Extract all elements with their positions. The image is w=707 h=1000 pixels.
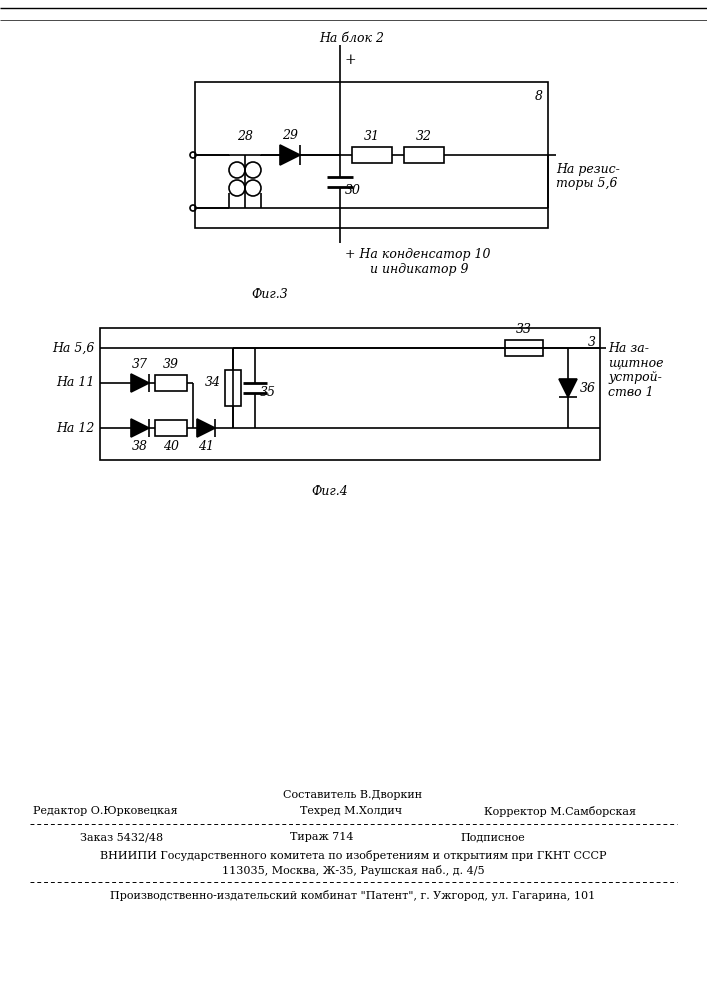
- Text: Фиг.4: Фиг.4: [312, 485, 349, 498]
- Text: 3: 3: [588, 336, 596, 349]
- Text: 30: 30: [345, 184, 361, 198]
- Text: На 12: На 12: [57, 422, 95, 434]
- Bar: [404, 147, 444, 163]
- Bar: [155, 420, 187, 436]
- Text: 39: 39: [163, 358, 179, 371]
- Text: 33: 33: [516, 323, 532, 336]
- Polygon shape: [197, 419, 215, 437]
- Text: На резис-
торы 5,6: На резис- торы 5,6: [556, 162, 620, 190]
- Text: 38: 38: [132, 440, 148, 453]
- Text: 37: 37: [132, 358, 148, 371]
- Polygon shape: [131, 419, 149, 437]
- Bar: [155, 375, 187, 391]
- Polygon shape: [131, 374, 149, 392]
- Text: Фиг.3: Фиг.3: [252, 288, 288, 301]
- Text: ВНИИПИ Государственного комитета по изобретениям и открытиям при ГКНТ СССР: ВНИИПИ Государственного комитета по изоб…: [100, 850, 606, 861]
- Text: 31: 31: [364, 130, 380, 143]
- Text: 113035, Москва, Ж-35, Раушская наб., д. 4/5: 113035, Москва, Ж-35, Раушская наб., д. …: [222, 865, 484, 876]
- Text: На блок 2: На блок 2: [320, 31, 385, 44]
- Text: 29: 29: [282, 129, 298, 142]
- Bar: [505, 340, 543, 356]
- Bar: [225, 370, 241, 406]
- Text: 40: 40: [163, 440, 179, 453]
- Text: 35: 35: [260, 386, 276, 399]
- Text: и индикатор 9: и индикатор 9: [358, 263, 469, 276]
- Bar: [195, 82, 548, 228]
- Bar: [352, 147, 392, 163]
- Text: Редактор О.Юрковецкая: Редактор О.Юрковецкая: [33, 806, 177, 816]
- Bar: [100, 328, 600, 460]
- Text: Производственно-издательский комбинат "Патент", г. Ужгород, ул. Гагарина, 101: Производственно-издательский комбинат "П…: [110, 890, 595, 901]
- Polygon shape: [559, 379, 577, 397]
- Text: 36: 36: [580, 381, 596, 394]
- Text: Составитель В.Дворкин: Составитель В.Дворкин: [284, 790, 423, 800]
- Text: Техред М.Холдич: Техред М.Холдич: [300, 806, 402, 816]
- Text: + На конденсатор 10: + На конденсатор 10: [345, 248, 491, 261]
- Text: 8: 8: [535, 90, 543, 103]
- Polygon shape: [280, 145, 300, 165]
- Text: 34: 34: [205, 376, 221, 389]
- Text: Подписное: Подписное: [460, 832, 525, 842]
- Text: Тираж 714: Тираж 714: [290, 832, 354, 842]
- Text: 41: 41: [198, 440, 214, 453]
- Text: 28: 28: [237, 130, 253, 143]
- Text: Заказ 5432/48: Заказ 5432/48: [80, 832, 163, 842]
- Text: На за-
щитное
устрой-
ство 1: На за- щитное устрой- ство 1: [608, 342, 663, 399]
- Text: На 5,6: На 5,6: [52, 342, 95, 355]
- Text: На 11: На 11: [57, 376, 95, 389]
- Text: Корректор М.Самборская: Корректор М.Самборская: [484, 806, 636, 817]
- Text: +: +: [345, 53, 356, 67]
- Text: 32: 32: [416, 130, 432, 143]
